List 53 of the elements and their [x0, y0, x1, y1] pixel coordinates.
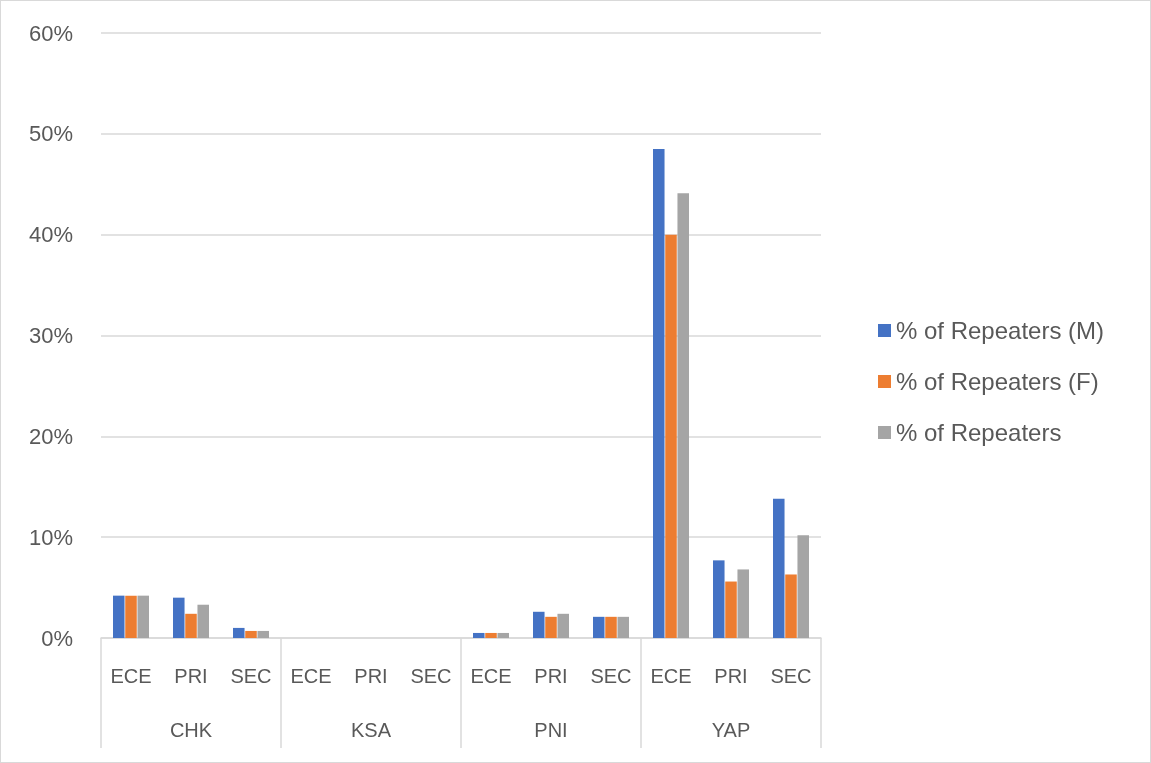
text: PNI [534, 719, 568, 741]
x-tick-label: SEC [770, 665, 812, 687]
bar [653, 148, 665, 638]
x-tick-label: PRI [174, 665, 208, 687]
bar [233, 627, 245, 638]
legend-label: % of Repeaters (M) [896, 317, 1105, 344]
bar [737, 569, 749, 638]
text: CHK [169, 719, 213, 741]
y-tick-label: 20% [28, 423, 73, 449]
bar [605, 616, 617, 638]
bar [593, 616, 605, 638]
x-tick-label: ECE [470, 665, 512, 687]
x-tick-label: SEC [590, 665, 632, 687]
bar [125, 595, 137, 638]
legend-label: % of Repeaters (F) [896, 368, 1099, 395]
bar [257, 630, 269, 638]
bar [473, 632, 485, 638]
y-tick-label: 40% [28, 222, 73, 248]
bar [113, 595, 125, 638]
y-tick-label: 50% [28, 121, 73, 147]
y-tick-label: 10% [28, 524, 73, 550]
bar [713, 560, 725, 638]
y-tick-label: 30% [28, 323, 73, 348]
bar [185, 613, 197, 638]
x-tick-label: SEC [410, 665, 452, 687]
bar [725, 581, 737, 638]
text: KSA [350, 719, 392, 741]
bar [545, 616, 557, 638]
text: YAP [711, 719, 751, 741]
bar [137, 595, 149, 638]
x-tick-label: ECE [110, 665, 152, 687]
x-tick-label: SEC [230, 665, 272, 687]
bar [557, 613, 569, 638]
bar [197, 604, 209, 638]
bar [617, 616, 629, 638]
y-tick-label: 60% [28, 20, 73, 46]
x-tick-label: PRI [534, 665, 568, 687]
x-tick-label: PRI [714, 665, 748, 687]
x-tick-label: ECE [290, 665, 332, 687]
x-tick-label: PRI [354, 665, 388, 687]
legend-label: % of Repeaters [896, 419, 1062, 446]
bar [485, 632, 497, 638]
bar [173, 597, 185, 638]
bar [773, 498, 785, 638]
bar [665, 234, 677, 638]
bar [785, 574, 797, 638]
x-tick-label: ECE [650, 665, 692, 687]
bar [797, 535, 809, 638]
bar [497, 632, 509, 638]
bar [677, 193, 689, 638]
y-tick-label: 0% [41, 625, 73, 651]
bar [533, 611, 545, 638]
bar [245, 630, 257, 638]
